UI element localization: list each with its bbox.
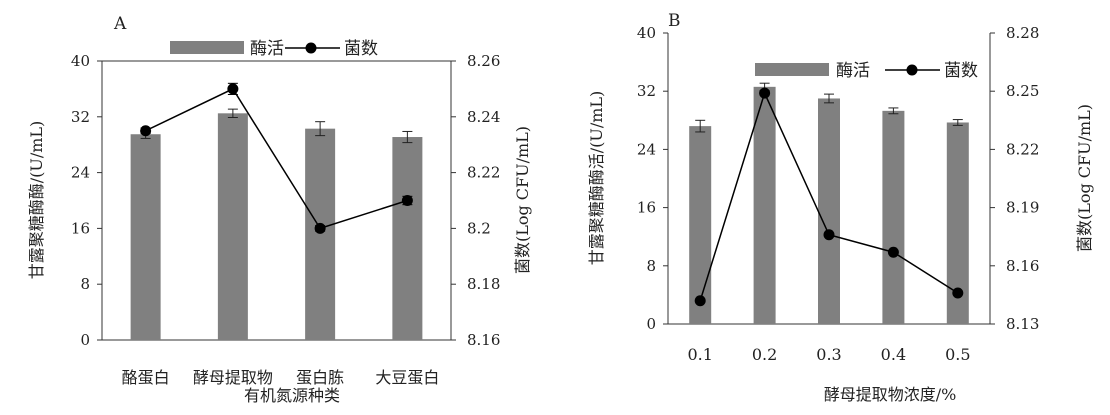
category-label: 0.1 xyxy=(687,345,712,364)
category-label: 0.2 xyxy=(752,345,777,364)
legend-bar-swatch xyxy=(755,63,829,76)
bar xyxy=(946,122,969,324)
right-tick-label: 8.24 xyxy=(467,108,500,126)
panel-b-letter: B xyxy=(668,11,681,31)
left-tick-label: 8 xyxy=(80,275,90,293)
line-point xyxy=(887,246,899,258)
y2-axis-title: 菌数(Log CFU/mL) xyxy=(513,126,532,274)
bar-series xyxy=(689,82,969,325)
bar xyxy=(818,98,840,324)
y2-axis-title: 菌数(Log CFU/mL) xyxy=(1075,104,1094,252)
left-tick-label: 32 xyxy=(71,108,90,126)
bar xyxy=(217,113,248,340)
legend-line-label: 菌数 xyxy=(344,39,378,59)
category-label: 0.5 xyxy=(945,345,970,364)
bar xyxy=(689,126,712,325)
legend-bar-label: 酶活 xyxy=(836,61,870,81)
left-tick-label: 32 xyxy=(637,82,656,100)
category-label: 0.4 xyxy=(881,345,906,364)
category-label: 酪蛋白 xyxy=(122,368,170,387)
right-tick-label: 8.16 xyxy=(467,331,500,349)
legend-line-label: 菌数 xyxy=(944,61,978,81)
legend-bar-label: 酶活 xyxy=(250,39,284,59)
left-tick-label: 40 xyxy=(71,52,90,70)
line-series xyxy=(694,87,964,307)
line-point xyxy=(401,195,413,206)
right-tick-label: 8.16 xyxy=(1006,257,1039,275)
line-path xyxy=(145,87,408,230)
x-axis-title: 有机氮源种类 xyxy=(244,386,340,405)
category-label: 0.3 xyxy=(816,345,841,364)
line-point xyxy=(952,287,964,299)
category-label-group: 0.1 0.2 0.3 0.4 0.5 xyxy=(687,345,970,364)
left-tick-label: 24 xyxy=(637,140,656,158)
y-axis-title: 甘露聚糖酶酶活/(U/mL) xyxy=(587,91,606,266)
line-point xyxy=(227,83,239,95)
right-tick-label: 8.25 xyxy=(1006,82,1039,100)
bar-series xyxy=(130,108,423,340)
legend-line-marker xyxy=(906,64,918,76)
right-tick-label: 8.2 xyxy=(467,219,491,237)
left-tick-group: 0 8 16 24 32 40 xyxy=(71,52,102,349)
category-label: 大豆蛋白 xyxy=(375,368,439,387)
line-series xyxy=(140,82,413,234)
line-point xyxy=(823,229,835,241)
bar xyxy=(882,110,905,324)
panel-a-legend: 酶活 菌数 xyxy=(170,39,378,59)
left-tick-label: 16 xyxy=(71,219,90,237)
category-label-group: 酪蛋白 酵母提取物 蛋白胨 大豆蛋白 xyxy=(122,368,440,387)
right-tick-label: 8.22 xyxy=(467,164,500,182)
left-tick-label: 40 xyxy=(637,24,656,42)
y-axis-title: 甘露聚糖酶酶/(U/mL) xyxy=(27,121,46,280)
left-tick-label: 0 xyxy=(646,315,656,333)
line-point xyxy=(314,222,326,234)
bar xyxy=(392,137,423,340)
line-point xyxy=(140,125,152,137)
legend-bar-swatch xyxy=(170,41,244,54)
right-tick-label: 8.13 xyxy=(1006,315,1039,333)
panel-b-legend: 酶活 菌数 xyxy=(755,61,978,81)
legend-line-marker xyxy=(305,42,317,54)
right-tick-label: 8.28 xyxy=(1006,24,1039,42)
category-label: 酵母提取物 xyxy=(193,368,273,387)
left-tick-label: 8 xyxy=(646,257,656,275)
bar xyxy=(130,134,161,340)
right-tick-label: 8.19 xyxy=(1006,199,1039,217)
panel-a-letter: A xyxy=(113,14,127,34)
right-tick-group: 8.16 8.18 8.2 8.22 8.24 8.26 xyxy=(451,52,500,349)
left-tick-label: 24 xyxy=(71,164,90,182)
line-point xyxy=(759,87,771,99)
left-tick-label: 0 xyxy=(80,331,90,349)
left-tick-group: 0 8 16 24 32 40 xyxy=(637,24,668,333)
right-tick-label: 8.26 xyxy=(467,52,500,70)
right-tick-label: 8.22 xyxy=(1006,140,1039,158)
right-tick-group: 8.13 8.16 8.19 8.22 8.25 8.28 xyxy=(990,24,1039,333)
right-tick-label: 8.18 xyxy=(467,275,500,293)
bar xyxy=(753,86,776,325)
category-label: 蛋白胨 xyxy=(296,368,344,387)
x-axis-title: 酵母提取物浓度/% xyxy=(824,385,957,404)
left-tick-label: 16 xyxy=(637,199,656,217)
line-point xyxy=(694,295,706,307)
bar xyxy=(305,128,336,340)
